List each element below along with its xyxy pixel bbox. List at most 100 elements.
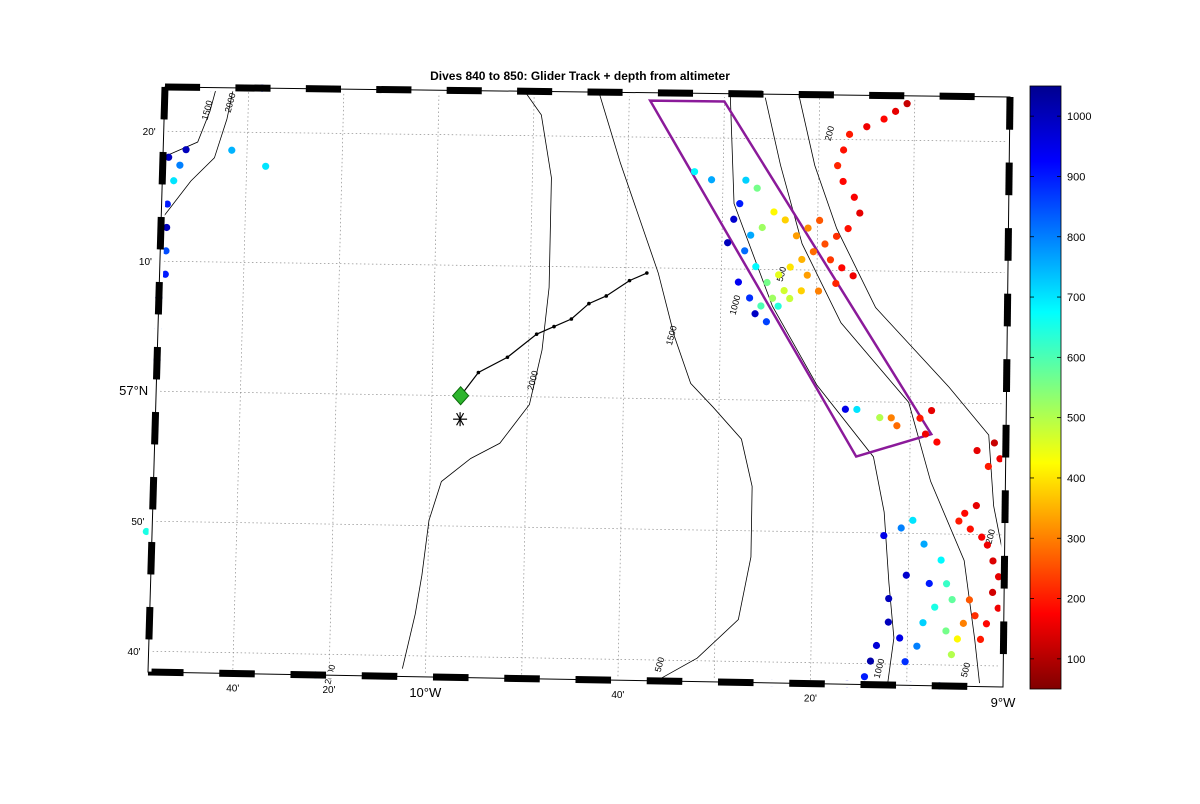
depth-point: [762, 318, 770, 326]
lon-tick-label: 9°W: [991, 695, 1016, 710]
colorbar-scale: [1029, 85, 1062, 690]
grid-line-lon: [713, 93, 725, 682]
depth-point: [792, 232, 801, 240]
depth-point: [955, 517, 963, 525]
depth-point: [872, 641, 881, 650]
depth-point: [961, 509, 969, 517]
depth-point: [909, 516, 917, 524]
depth-point: [165, 153, 173, 161]
contour-label: 500: [959, 661, 973, 678]
graticule: [148, 87, 1010, 687]
depth-point: [959, 619, 967, 627]
depth-point: [988, 588, 997, 597]
depth-point: [896, 634, 904, 642]
colorbar-tick-label: 400: [1067, 473, 1085, 485]
colorbar-tick-label: 100: [1067, 654, 1085, 666]
depth-point: [745, 294, 754, 302]
axis-tick-labels: 20' 10' 57°N 50' 40' 40' 20' 10°W 40' 20' 9°W: [119, 127, 1016, 710]
glider-track-point: [604, 294, 609, 298]
depth-point: [921, 430, 930, 438]
lat-tick-label: 20': [143, 127, 156, 138]
colorbar-tick-label: 700: [1067, 292, 1085, 304]
depth-point: [262, 162, 270, 170]
contour-labels: 1500200020001500100050020020020005001000…: [200, 92, 997, 686]
depth-point: [786, 263, 794, 271]
colorbar-tick-label: 600: [1067, 352, 1085, 364]
depth-point: [953, 635, 961, 643]
depth-point: [142, 527, 150, 536]
depth-point: [972, 502, 980, 510]
grid-line-lat: [159, 260, 1008, 274]
glider-track-line: [460, 272, 648, 397]
depth-point: [768, 294, 777, 302]
depth-point: [797, 287, 805, 295]
depth-point: [844, 225, 852, 233]
depth-point: [832, 279, 840, 288]
depth-point: [816, 216, 824, 224]
depth-point: [925, 579, 933, 588]
depth-point: [690, 168, 699, 176]
contour-line-2000: [160, 87, 234, 220]
depth-points: [142, 83, 1004, 690]
depth-point: [978, 533, 986, 541]
depth-point: [860, 673, 869, 681]
depth-point: [982, 620, 991, 628]
map-frame: [144, 83, 1014, 691]
glider-track-point: [627, 278, 632, 283]
depth-point: [834, 162, 842, 170]
depth-point: [891, 107, 900, 115]
depth-point: [916, 414, 924, 422]
depth-point: [803, 271, 811, 279]
colorbar-tick-label: 800: [1067, 232, 1085, 244]
contour-line-1500: [598, 92, 753, 682]
glider-track-point: [587, 301, 591, 306]
glider-start-marker: [451, 385, 470, 406]
lon-tick-label: 40': [226, 683, 239, 694]
depth-point: [845, 130, 854, 138]
depth-point: [752, 263, 760, 271]
depth-point: [989, 557, 997, 565]
depth-point: [913, 642, 921, 650]
depth-point: [774, 302, 782, 310]
depth-point: [942, 627, 950, 635]
depth-point: [920, 540, 928, 548]
depth-point: [902, 571, 910, 579]
bathymetry-contours: [160, 87, 1005, 687]
depth-point: [948, 595, 956, 604]
depth-point: [880, 115, 888, 123]
colorbar-ticks: 1000 900 800 700 600 500 400 300 200 100: [1030, 111, 1091, 666]
contour-line-200: [798, 94, 1005, 562]
depth-point: [751, 310, 759, 318]
depth-point: [838, 264, 846, 272]
glider-track: [451, 271, 649, 427]
depth-point: [770, 208, 778, 216]
depth-point: [849, 272, 857, 280]
depth-point: [839, 146, 848, 154]
depth-point: [850, 193, 858, 201]
colorbar-tick-label: 300: [1067, 533, 1085, 545]
contour-label: 1000: [872, 657, 887, 679]
depth-point: [897, 524, 905, 532]
depth-point: [814, 287, 823, 295]
survey-box-outline: [647, 99, 934, 459]
colorbar-tick-label: 500: [1067, 413, 1085, 425]
depth-point: [798, 255, 806, 264]
lon-tick-label: 10°W: [409, 685, 442, 700]
depth-point: [163, 200, 171, 208]
grid-line-lon: [617, 92, 630, 681]
colorbar-tick-label: 900: [1067, 171, 1085, 183]
depth-point: [161, 270, 169, 278]
depth-point: [757, 302, 765, 310]
depth-point: [724, 239, 732, 247]
depth-point: [983, 541, 991, 549]
depth-point: [821, 240, 829, 248]
depth-point: [730, 215, 738, 223]
grid-line-lat: [156, 390, 1007, 405]
depth-point: [933, 438, 941, 446]
depth-point: [786, 294, 794, 303]
depth-point: [841, 405, 849, 413]
depth-point: [966, 525, 974, 533]
depth-point: [853, 405, 861, 414]
depth-point: [758, 223, 766, 232]
depth-point: [742, 176, 750, 184]
